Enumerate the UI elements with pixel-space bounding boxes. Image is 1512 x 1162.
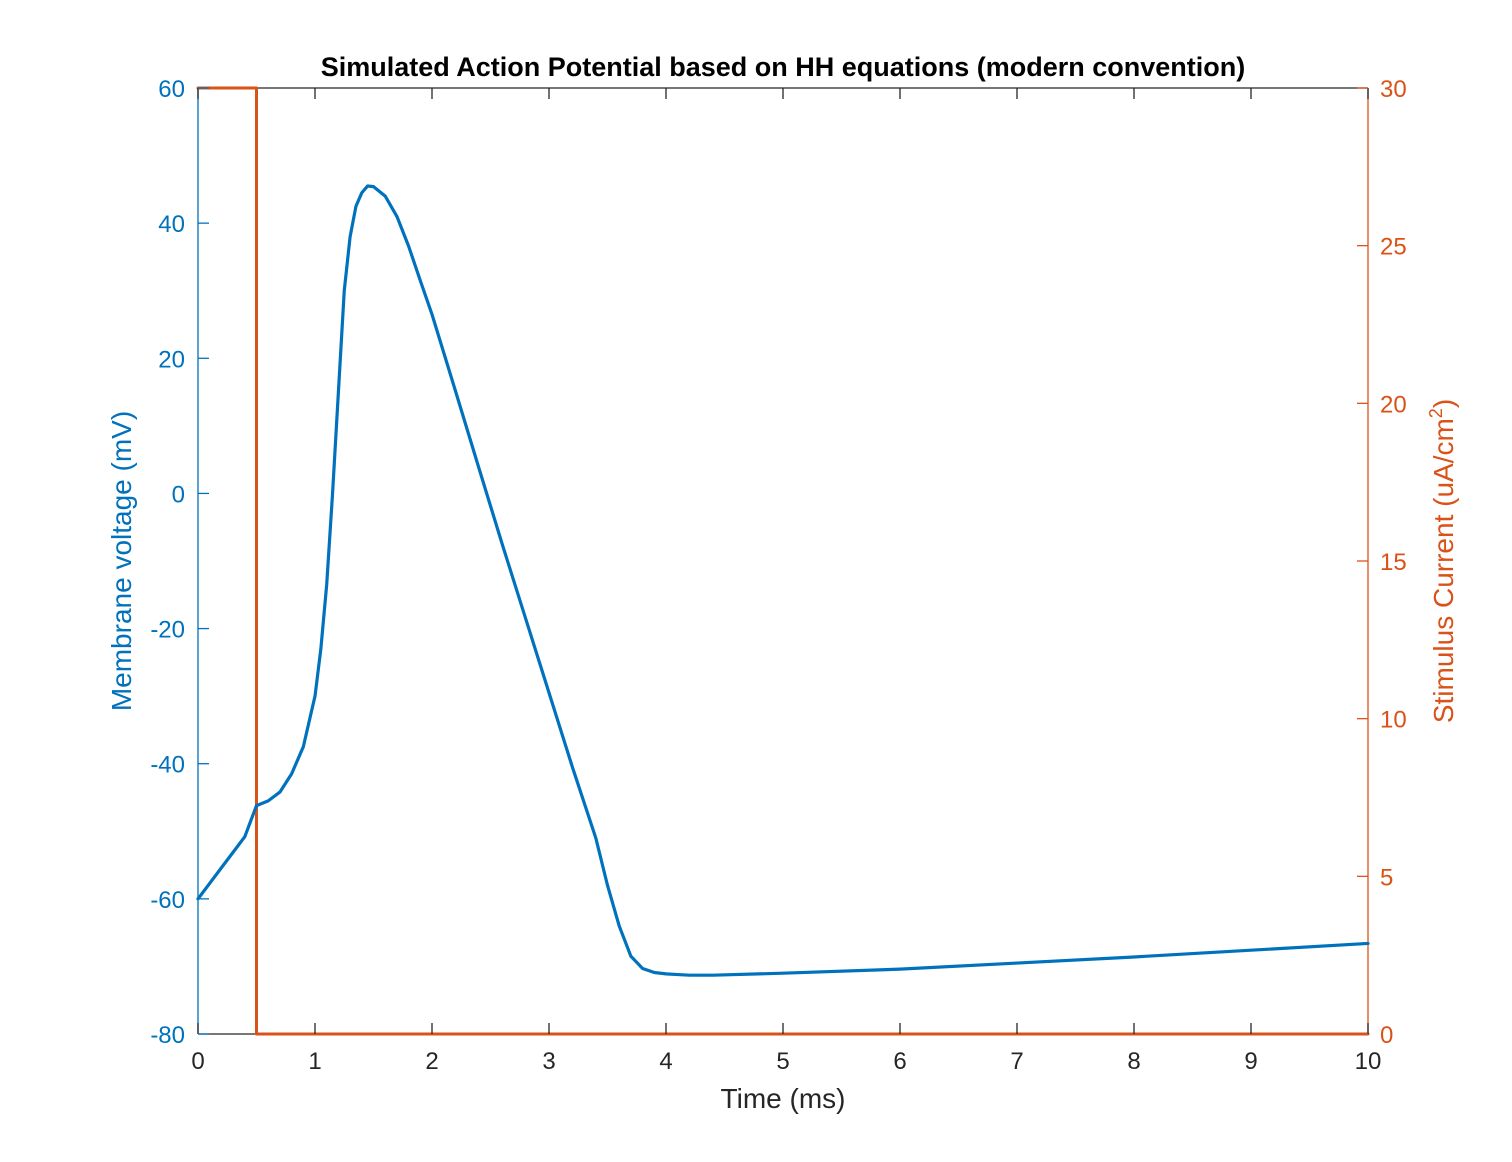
- left-y-axis-ticks: -80 -60 -40 -20 0 20 40 60: [150, 76, 209, 1049]
- right-y-axis-ticks: 0 5 10 15 20 25 30: [1357, 76, 1407, 1049]
- right-y-tick-label: 20: [1380, 391, 1407, 418]
- left-y-tick-label: -20: [150, 617, 185, 644]
- left-y-tick-label: -60: [150, 887, 185, 914]
- x-tick-label: 4: [659, 1048, 672, 1075]
- series-layer: [196, 86, 1370, 1036]
- membrane-voltage-line: [196, 184, 1370, 977]
- x-tick-label: 9: [1244, 1048, 1257, 1075]
- chart-title: Simulated Action Potential based on HH e…: [321, 52, 1246, 82]
- right-y-tick-label: 25: [1380, 234, 1407, 261]
- axes-box: [197, 87, 1369, 1035]
- x-tick-label: 10: [1355, 1048, 1382, 1075]
- right-y-axis-label-prefix: Stimulus Current (uA/cm: [1428, 418, 1459, 723]
- right-y-tick-label: 15: [1380, 549, 1407, 576]
- x-tick-label: 8: [1127, 1048, 1140, 1075]
- left-y-tick-label: 40: [158, 211, 185, 238]
- left-y-tick-label: 20: [158, 346, 185, 373]
- left-y-axis-label: Membrane voltage (mV): [106, 411, 137, 711]
- x-tick-label: 0: [191, 1048, 204, 1075]
- left-y-tick-label: -80: [150, 1022, 185, 1049]
- x-tick-label: 1: [308, 1048, 321, 1075]
- right-y-axis-label: Stimulus Current (uA/cm2): [1426, 399, 1459, 723]
- right-y-tick-label: 5: [1380, 864, 1393, 891]
- x-tick-label: 3: [542, 1048, 555, 1075]
- x-axis-ticks: 0 1 2 3 4 5 6 7 8 9 10: [191, 88, 1381, 1075]
- left-y-tick-label: 0: [172, 481, 185, 508]
- right-y-tick-label: 10: [1380, 707, 1407, 734]
- left-y-tick-label: -40: [150, 752, 185, 779]
- stimulus-current-line: [196, 86, 1370, 1036]
- right-y-tick-label: 0: [1380, 1022, 1393, 1049]
- left-y-tick-label: 60: [158, 76, 185, 103]
- x-tick-label: 6: [893, 1048, 906, 1075]
- right-y-tick-label: 30: [1380, 76, 1407, 103]
- x-tick-label: 5: [776, 1048, 789, 1075]
- right-y-axis-label-suffix: ): [1428, 399, 1459, 408]
- x-tick-label: 7: [1010, 1048, 1023, 1075]
- right-y-axis-label-superscript: 2: [1426, 408, 1446, 418]
- x-tick-label: 2: [425, 1048, 438, 1075]
- x-axis-label: Time (ms): [721, 1083, 846, 1114]
